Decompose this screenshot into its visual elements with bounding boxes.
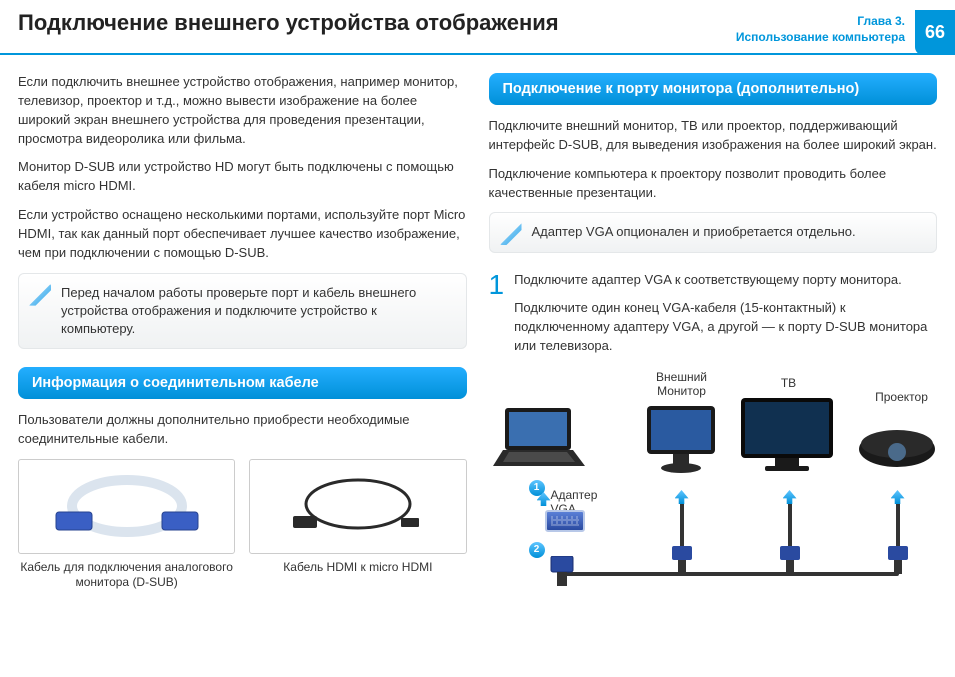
arrow-tv: [783, 490, 797, 504]
intro-p3: Если устройство оснащено несколькими пор…: [18, 206, 467, 263]
stub-monitor: [680, 504, 684, 546]
chapter-line2: Использование компьютера: [736, 30, 905, 46]
right-p2: Подключение компьютера к проектору позво…: [489, 165, 938, 203]
monitor-icon: [641, 402, 721, 477]
laptop-icon: [489, 404, 589, 474]
step-1-text: Подключите адаптер VGA к соответствующем…: [514, 271, 937, 360]
section-monitor-port: Подключение к порту монитора (дополнител…: [489, 73, 938, 105]
step-1b: Подключите один конец VGA-кабеля (15-кон…: [514, 299, 937, 356]
dsub-cable-icon: [42, 466, 212, 546]
note-vga-text: Адаптер VGA опционален и приобретается о…: [532, 224, 856, 239]
vga-plug-left: [547, 556, 577, 591]
note-text: Перед началом работы проверьте порт и ка…: [61, 285, 416, 336]
section-cable-info: Информация о соединительном кабеле: [18, 367, 467, 399]
tv-icon: [737, 394, 837, 474]
vga-plug-tv: [777, 546, 803, 579]
content-columns: Если подключить внешнее устройство отобр…: [0, 55, 955, 613]
label-projector: Проектор: [867, 390, 937, 404]
label-monitor: Внешний Монитор: [647, 370, 717, 398]
step-1: 1 Подключите адаптер VGA к соответствующ…: [489, 271, 938, 360]
main-cable: [559, 572, 899, 576]
arrow-monitor: [675, 490, 689, 504]
page-header: Подключение внешнего устройства отображе…: [0, 0, 955, 55]
hdmi-cable-icon: [273, 466, 443, 546]
badge-2: 2: [529, 542, 545, 558]
label-tv: ТВ: [769, 376, 809, 390]
connection-diagram: Внешний Монитор ТВ Проектор Адаптер VGA: [489, 370, 938, 595]
stub-projector: [896, 504, 900, 546]
step-1a: Подключите адаптер VGA к соответствующем…: [514, 271, 937, 290]
cable-item-hdmi: Кабель HDMI к micro HDMI: [249, 459, 466, 591]
cable-dsub-caption: Кабель для подключения аналогового монит…: [18, 560, 235, 591]
page-title: Подключение внешнего устройства отображе…: [18, 10, 559, 36]
chapter-info: Глава 3. Использование компьютера: [736, 10, 905, 45]
cable-dsub-image: [18, 459, 235, 554]
page-number: 66: [915, 10, 955, 55]
step-1-number: 1: [489, 271, 505, 360]
cable-hdmi-caption: Кабель HDMI к micro HDMI: [249, 560, 466, 576]
cable-item-dsub: Кабель для подключения аналогового монит…: [18, 459, 235, 591]
chapter-line1: Глава 3.: [736, 14, 905, 30]
cable-hdmi-image: [249, 459, 466, 554]
vga-plug-projector: [885, 546, 911, 579]
cable-row: Кабель для подключения аналогового монит…: [18, 459, 467, 591]
note-vga-optional: Адаптер VGA опционален и приобретается о…: [489, 212, 938, 252]
projector-icon: [857, 424, 937, 474]
stub-tv: [788, 504, 792, 546]
right-column: Подключение к порту монитора (дополнител…: [489, 73, 938, 595]
arrow-projector: [891, 490, 905, 504]
note-check-ports: Перед началом работы проверьте порт и ка…: [18, 273, 467, 350]
right-p1: Подключите внешний монитор, ТВ или проек…: [489, 117, 938, 155]
intro-p2: Монитор D-SUB или устройство HD могут бы…: [18, 158, 467, 196]
vga-adapter-icon: [545, 510, 585, 532]
badge-1: 1: [529, 480, 545, 496]
left-column: Если подключить внешнее устройство отобр…: [18, 73, 467, 595]
vga-plug-monitor: [669, 546, 695, 579]
header-right: Глава 3. Использование компьютера 66: [736, 10, 955, 55]
intro-p1: Если подключить внешнее устройство отобр…: [18, 73, 467, 148]
cable-intro: Пользователи должны дополнительно приобр…: [18, 411, 467, 449]
